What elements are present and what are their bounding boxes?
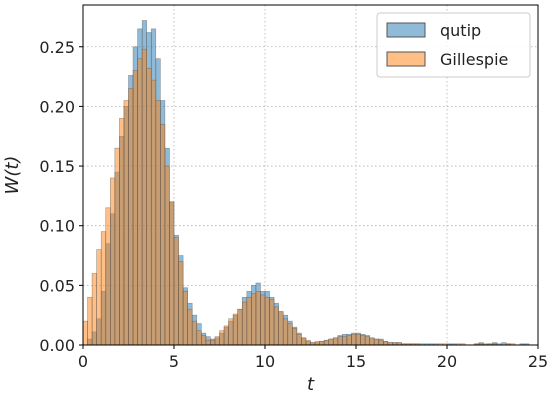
legend-swatch-qutip bbox=[386, 22, 426, 38]
y-tick-label: 0.10 bbox=[39, 217, 75, 236]
y-tick-label: 0.25 bbox=[39, 38, 75, 57]
y-tick-label: 0.00 bbox=[39, 336, 75, 355]
x-axis-label: t bbox=[307, 374, 315, 394]
y-tick-label: 0.15 bbox=[39, 157, 75, 176]
axis-ticks: 0 5 10 15 20 25 0.00 0.05 0.10 0.15 0.20 0.25 bbox=[39, 38, 548, 371]
legend-swatch-gillespie bbox=[386, 51, 426, 67]
y-axis-label: W(t) bbox=[2, 156, 23, 195]
x-tick-label: 0 bbox=[78, 352, 88, 371]
x-tick-label: 10 bbox=[255, 352, 275, 371]
legend-label-qutip: qutip bbox=[440, 21, 481, 40]
x-tick-label: 20 bbox=[437, 352, 457, 371]
x-tick-label: 25 bbox=[528, 352, 548, 371]
x-tick-label: 15 bbox=[346, 352, 366, 371]
y-tick-label: 0.20 bbox=[39, 97, 75, 116]
histogram-bars bbox=[82, 20, 538, 346]
legend: qutip Gillespie bbox=[376, 12, 531, 78]
plot-frame bbox=[82, 4, 539, 346]
x-tick-label: 5 bbox=[169, 352, 179, 371]
y-tick-label: 0.05 bbox=[39, 276, 75, 295]
legend-label-gillespie: Gillespie bbox=[440, 50, 508, 69]
